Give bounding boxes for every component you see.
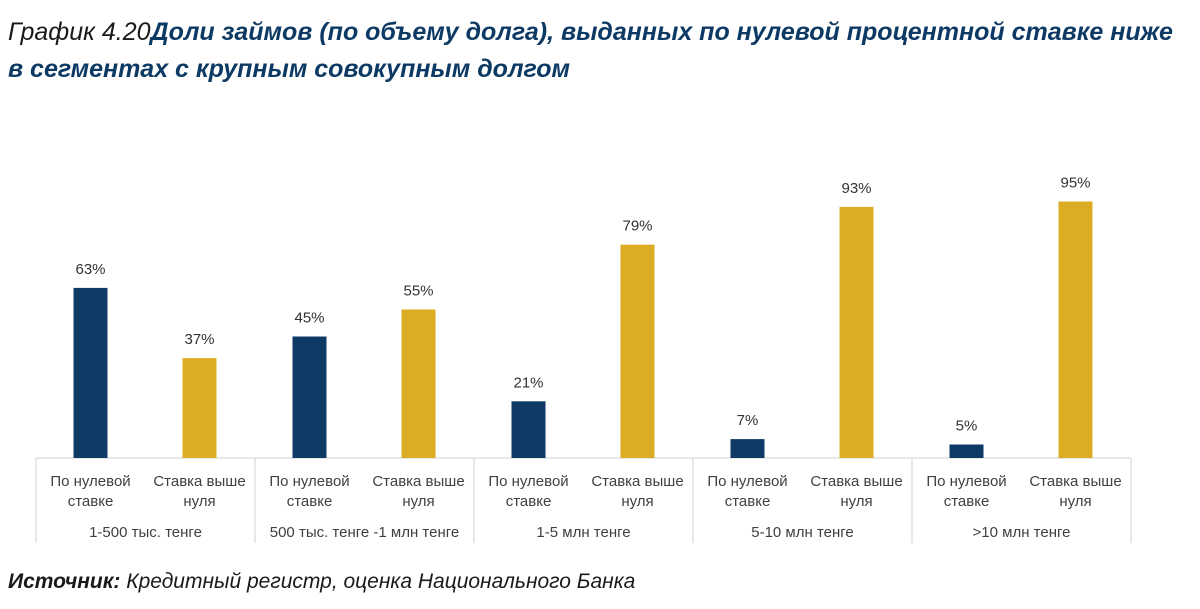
data-label: 95% bbox=[1060, 175, 1090, 192]
bar-zero_rate bbox=[949, 444, 984, 458]
category-label: Ставка выше bbox=[1029, 473, 1121, 490]
bar-zero_rate bbox=[73, 287, 108, 458]
bar-above_zero bbox=[1058, 201, 1093, 458]
category-label: Ставка выше bbox=[372, 473, 464, 490]
source-label: Источник: bbox=[8, 570, 121, 593]
bar-zero_rate bbox=[730, 439, 765, 458]
category-label: нуля bbox=[840, 493, 872, 510]
category-label: По нулевой bbox=[926, 473, 1006, 490]
bar-zero_rate bbox=[292, 336, 327, 458]
category-label: нуля bbox=[402, 493, 434, 510]
group-label: 500 тыс. тенге -1 млн тенге bbox=[270, 524, 460, 541]
data-label: 63% bbox=[75, 261, 105, 278]
group-label: >10 млн тенге bbox=[973, 524, 1071, 541]
data-label: 79% bbox=[622, 218, 652, 235]
category-label: По нулевой bbox=[269, 473, 349, 490]
category-label: ставке bbox=[944, 493, 990, 510]
bar-above_zero bbox=[620, 244, 655, 458]
category-label: нуля bbox=[183, 493, 215, 510]
chart-number: График 4.20 bbox=[8, 18, 151, 46]
group-label: 1-5 млн тенге bbox=[536, 524, 630, 541]
data-label: 55% bbox=[403, 283, 433, 300]
data-label: 21% bbox=[513, 374, 543, 391]
category-label: По нулевой bbox=[50, 473, 130, 490]
chart-title: График 4.20Доли займов (по объему долга)… bbox=[8, 14, 1193, 88]
category-label: нуля bbox=[1059, 493, 1091, 510]
category-label: Ставка выше bbox=[810, 473, 902, 490]
group-label: 5-10 млн тенге bbox=[751, 524, 854, 541]
category-label: нуля bbox=[621, 493, 653, 510]
source-text: Кредитный регистр, оценка Национального … bbox=[120, 570, 636, 593]
data-label: 37% bbox=[184, 331, 214, 348]
data-label: 7% bbox=[737, 412, 759, 429]
bar-zero_rate bbox=[511, 401, 546, 458]
category-label: По нулевой bbox=[707, 473, 787, 490]
category-label: ставке bbox=[68, 493, 114, 510]
bar-above_zero bbox=[182, 358, 217, 458]
group-label: 1-500 тыс. тенге bbox=[89, 524, 202, 541]
data-label: 45% bbox=[294, 310, 324, 327]
source-note: Источник: Кредитный регистр, оценка Наци… bbox=[8, 570, 635, 594]
category-label: ставке bbox=[506, 493, 552, 510]
bar-above_zero bbox=[839, 206, 874, 458]
category-label: ставке bbox=[725, 493, 771, 510]
category-label: Ставка выше bbox=[153, 473, 245, 490]
category-label: ставке bbox=[287, 493, 333, 510]
data-label: 5% bbox=[956, 418, 978, 435]
data-label: 93% bbox=[841, 180, 871, 197]
chart-title-text: Доли займов (по объему долга), выданных … bbox=[8, 18, 1173, 83]
category-label: Ставка выше bbox=[591, 473, 683, 490]
category-label: По нулевой bbox=[488, 473, 568, 490]
bar-above_zero bbox=[401, 309, 436, 458]
